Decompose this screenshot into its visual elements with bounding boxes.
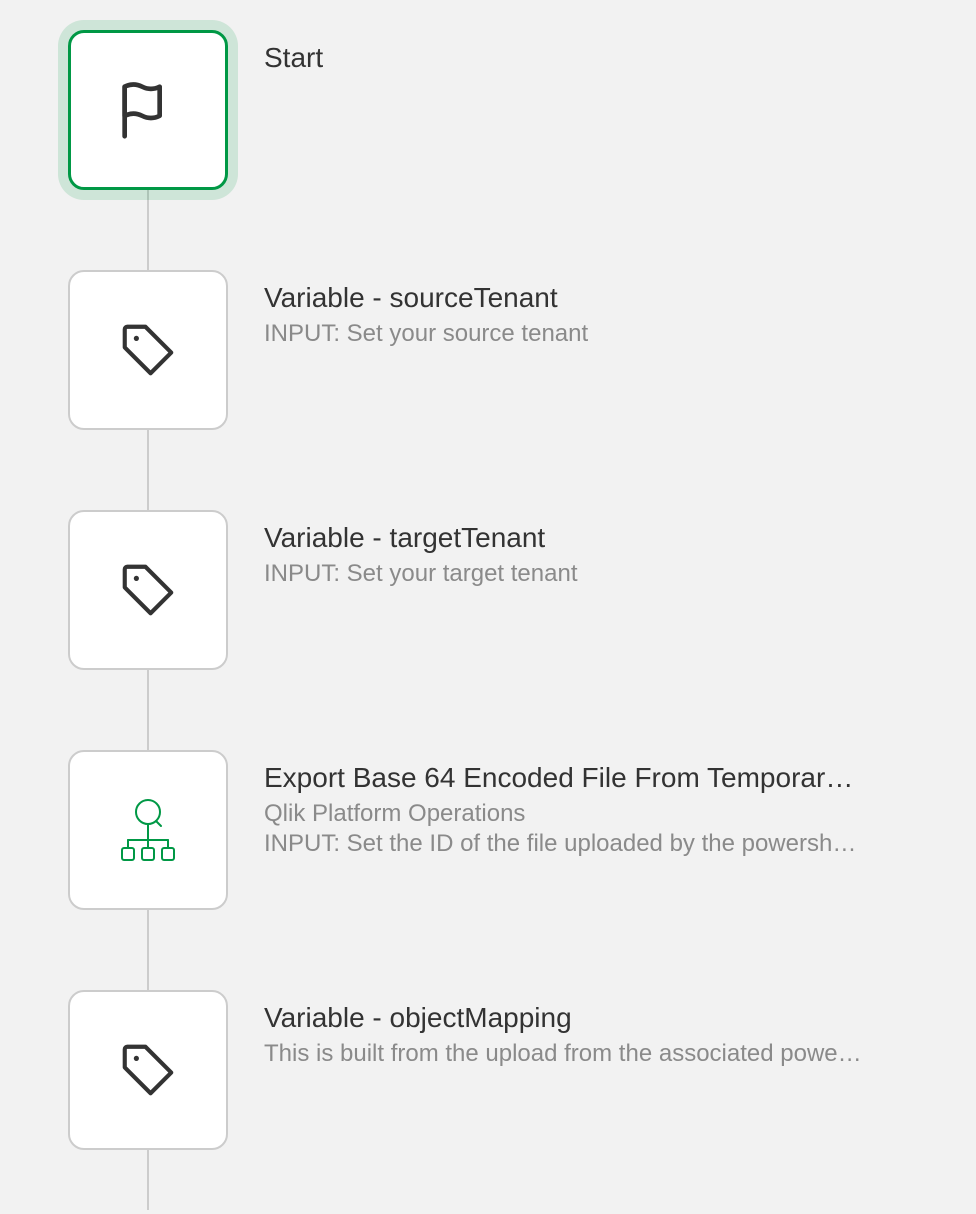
flow-connector xyxy=(147,910,149,990)
node-text: Variable - objectMapping This is built f… xyxy=(264,990,864,1070)
tag-icon xyxy=(117,319,179,381)
tag-icon xyxy=(117,559,179,621)
flow-connector xyxy=(147,190,149,270)
flow-node[interactable]: Variable - targetTenant INPUT: Set your … xyxy=(68,510,976,670)
flow-connector xyxy=(147,430,149,510)
tag-icon xyxy=(117,1039,179,1101)
flow-connector xyxy=(147,1150,149,1210)
flow-connector xyxy=(147,670,149,750)
node-title: Export Base 64 Encoded File From Tempora… xyxy=(264,762,864,794)
node-title: Variable - objectMapping xyxy=(264,1002,864,1034)
qlik-platform-icon xyxy=(114,790,182,870)
node-box-variable[interactable] xyxy=(68,510,228,670)
node-text: Export Base 64 Encoded File From Tempora… xyxy=(264,750,864,858)
node-title: Variable - sourceTenant xyxy=(264,282,588,314)
node-box-variable[interactable] xyxy=(68,270,228,430)
flow-node[interactable]: Start xyxy=(68,30,976,190)
node-subtitle: This is built from the upload from the a… xyxy=(264,1040,864,1068)
node-title: Start xyxy=(264,42,323,74)
node-subtitle: INPUT: Set your source tenant xyxy=(264,320,588,348)
node-box-variable[interactable] xyxy=(68,990,228,1150)
node-text: Variable - sourceTenant INPUT: Set your … xyxy=(264,270,588,350)
node-subtitle: Qlik Platform Operations xyxy=(264,800,864,828)
node-title: Variable - targetTenant xyxy=(264,522,578,554)
node-text: Variable - targetTenant INPUT: Set your … xyxy=(264,510,578,590)
flow-node[interactable]: Variable - sourceTenant INPUT: Set your … xyxy=(68,270,976,430)
node-text: Start xyxy=(264,30,323,80)
node-box-start[interactable] xyxy=(68,30,228,190)
flag-icon xyxy=(113,75,183,145)
node-description: INPUT: Set the ID of the file uploaded b… xyxy=(264,830,864,858)
node-subtitle: INPUT: Set your target tenant xyxy=(264,560,578,588)
flow-node[interactable]: Variable - objectMapping This is built f… xyxy=(68,990,976,1150)
flow-node[interactable]: Export Base 64 Encoded File From Tempora… xyxy=(68,750,976,910)
automation-flow: Start Variable - sourceTenant INPUT: Set… xyxy=(0,0,976,1210)
node-box-qlik-operation[interactable] xyxy=(68,750,228,910)
